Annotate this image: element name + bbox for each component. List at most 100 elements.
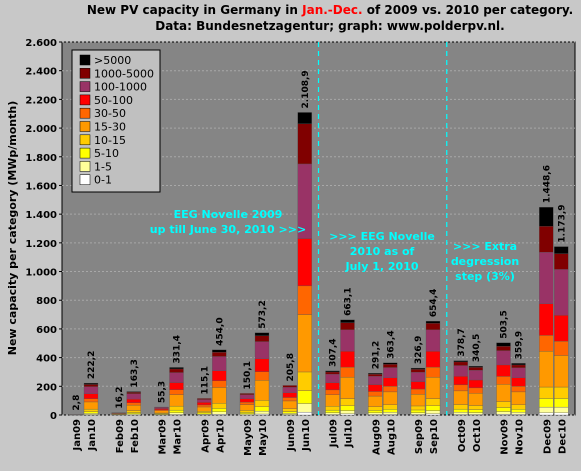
bar-segment <box>410 369 426 373</box>
bar-segment <box>410 381 426 390</box>
chart-title: New PV capacity in Germany in Jan.-Dec. … <box>87 3 573 17</box>
y-tick-label: 2.000 <box>25 124 57 135</box>
bar-segment <box>539 412 554 416</box>
bar-segment <box>83 386 99 394</box>
total-label: 663,1 <box>344 287 354 315</box>
bar-segment <box>340 322 355 330</box>
total-label: 363,4 <box>386 330 396 358</box>
annotation: step (3%) <box>455 270 515 283</box>
bar-segment <box>554 246 569 254</box>
bar-segment <box>212 380 227 388</box>
total-label: 331,4 <box>173 335 183 363</box>
bar-segment <box>453 404 468 410</box>
bar-segment <box>511 386 526 393</box>
total-label: 654,4 <box>429 289 439 317</box>
x-tick-label: Dec09 <box>542 419 553 454</box>
x-tick-label: Nov10 <box>515 419 526 455</box>
bar-segment <box>539 207 554 227</box>
bar-segment <box>254 332 270 336</box>
bar-segment <box>126 412 141 415</box>
bar-segment <box>83 398 99 403</box>
bar-segment <box>126 391 141 393</box>
y-tick-label: 1.000 <box>25 268 57 279</box>
bar-segment <box>554 340 569 356</box>
bar-segment <box>340 351 355 368</box>
bar-segment <box>511 404 526 410</box>
bar-segment <box>383 377 398 387</box>
y-tick-label: 2.600 <box>25 38 57 49</box>
legend-label: 1000-5000 <box>94 67 154 80</box>
x-tick-label: Jan09 <box>72 419 83 452</box>
bar-segment <box>212 370 227 382</box>
bar-segment <box>368 373 383 375</box>
bar-segment <box>468 366 483 368</box>
bar-segment <box>282 413 297 415</box>
bar-segment <box>496 350 511 366</box>
bar-segment <box>325 389 340 395</box>
total-label: 222,2 <box>87 351 97 379</box>
y-tick-label: 1.400 <box>25 210 57 221</box>
bar-segment <box>340 319 355 323</box>
bar-segment <box>383 364 398 368</box>
bar-segment <box>325 371 340 375</box>
bar-segment <box>297 403 312 413</box>
bar-segment <box>169 368 184 373</box>
bar-segment <box>254 380 270 401</box>
bar-segment <box>425 366 441 378</box>
bar-segment <box>410 394 426 407</box>
bar-segment <box>511 409 526 413</box>
total-label: 573,2 <box>258 300 268 328</box>
bar-segment <box>169 382 184 390</box>
total-label: 359,9 <box>515 331 525 359</box>
x-tick-label: Oct10 <box>472 419 483 452</box>
annotation: 2010 as of <box>350 245 415 258</box>
bar-segment <box>212 349 227 353</box>
bar-segment <box>496 376 511 385</box>
bar-segment <box>383 409 398 413</box>
bar-segment <box>410 405 426 411</box>
bar-segment <box>425 376 441 399</box>
bar-segment <box>468 405 483 410</box>
bar-segment <box>425 410 441 415</box>
bar-segment <box>83 413 99 415</box>
bar-segment <box>383 391 398 405</box>
legend-label: 30-50 <box>94 107 126 120</box>
y-tick-label: 0 <box>50 411 57 422</box>
x-tick-label: Aug10 <box>386 419 397 455</box>
bar-segment <box>554 253 569 270</box>
bar-segment <box>554 269 569 316</box>
bar-segment <box>468 412 483 415</box>
bar-segment <box>410 367 426 370</box>
annotation: >>> EEG Novelle <box>329 230 435 243</box>
bar-segment <box>468 393 483 406</box>
bar-segment <box>212 403 227 409</box>
bar-segment <box>297 411 312 416</box>
annotation: up till June 30, 2010 >>> <box>150 223 306 236</box>
y-tick-label: 1.200 <box>25 239 57 250</box>
bar-segment <box>83 393 99 399</box>
bar-segment <box>169 394 184 407</box>
x-tick-label: Sep09 <box>414 419 425 454</box>
bar-segment <box>239 394 255 399</box>
bar-segment <box>368 391 383 397</box>
annotation: >>> Extra <box>453 240 517 253</box>
legend-label: 100-1000 <box>94 81 147 94</box>
bar-segment <box>197 411 212 413</box>
bar-segment <box>539 335 554 352</box>
bar-segment <box>83 411 99 414</box>
bar-segment <box>297 112 312 124</box>
total-label: 163,3 <box>130 359 140 387</box>
bar-segment <box>425 398 441 406</box>
x-tick-label: Jun10 <box>301 419 312 452</box>
bar-segment <box>383 362 398 365</box>
title-part: New PV capacity in Germany in <box>87 3 302 17</box>
bar-segment <box>453 384 468 392</box>
bar-segment <box>282 392 297 398</box>
bar-segment <box>368 395 383 407</box>
x-tick-label: Sep10 <box>429 419 440 454</box>
bar-segment <box>254 413 270 416</box>
bar-segment <box>325 394 340 407</box>
total-label: 115,1 <box>200 366 210 394</box>
bar-segment <box>539 226 554 253</box>
